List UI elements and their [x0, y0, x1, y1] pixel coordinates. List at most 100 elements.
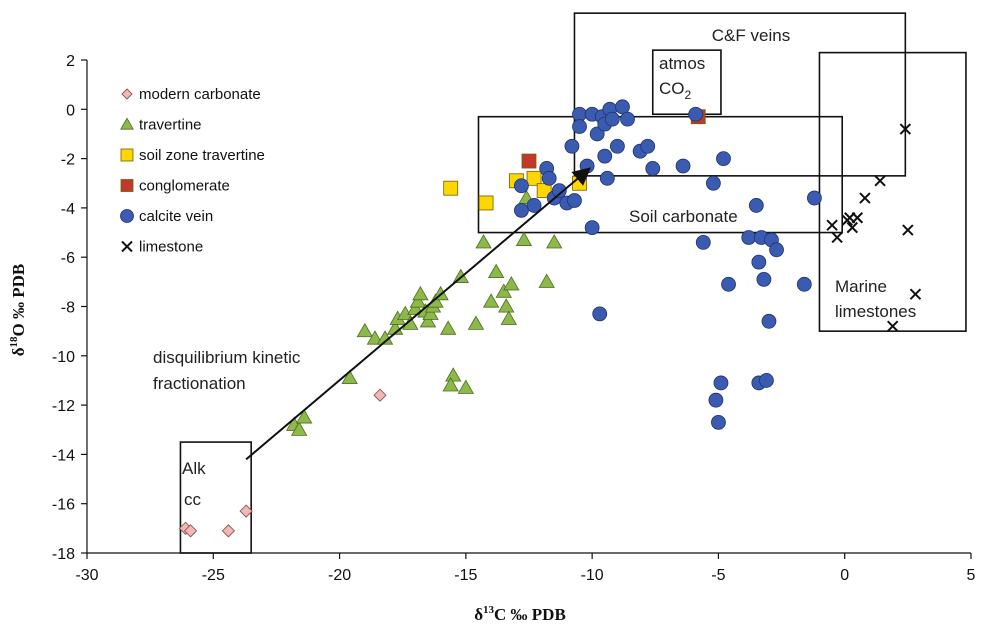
calcite-vein-point [572, 119, 587, 134]
calcite-vein-point [708, 392, 724, 408]
alk-cc-label-line-2: cc [184, 490, 202, 509]
travertine-point [407, 300, 424, 315]
legend-label: travertine [139, 117, 202, 134]
calcite-vein-point [599, 170, 615, 186]
calcite-vein-point [695, 235, 711, 250]
travertine-point [296, 409, 313, 424]
modern-carbonate-point [239, 504, 253, 518]
marine-limestones-box [818, 51, 967, 332]
travertine-point [419, 312, 437, 328]
data-points [178, 99, 922, 538]
modern-carbonate-point [221, 524, 236, 538]
legend-label: calcite vein [139, 208, 213, 225]
calcite-vein-point [514, 178, 529, 194]
y-tick-label: -14 [52, 447, 75, 464]
calcite-vein-point [589, 126, 605, 142]
calcite-vein-point [807, 190, 822, 206]
travertine-point [503, 276, 520, 291]
travertine-point [412, 285, 429, 301]
modern-carbonate-point [373, 388, 387, 402]
calcite-vein-point [597, 148, 613, 164]
atmos-co2-label-subscript: 2 [685, 88, 692, 102]
calcite-vein-point [688, 106, 704, 122]
calcite-vein-point [741, 230, 757, 245]
limestone-point [874, 175, 886, 187]
soil-zone-travertine-point [478, 195, 494, 211]
travertine-point [467, 315, 485, 330]
calcite-vein-point [564, 138, 580, 154]
atmos-co2-label: atmos CO2 [659, 54, 710, 102]
x-tick-label: -30 [75, 567, 98, 584]
alk-cc-label: Alk cc [182, 459, 210, 509]
x-axis-title-sup: 13 [483, 604, 495, 616]
kinetic-fractionation-arrow [245, 167, 591, 461]
marine-limestones-label-line-1: Marine [835, 277, 887, 296]
x-axis-title-prefix: δ [474, 605, 483, 624]
travertine-point [290, 421, 308, 436]
calcite-vein-point [796, 276, 812, 292]
calcite-vein-point [640, 138, 656, 154]
y-axis-title: δ18O ‰ PDB [8, 264, 28, 357]
soil-zone-travertine-point [572, 175, 587, 191]
y-tick-label: 0 [66, 102, 75, 119]
legend-marker [120, 179, 134, 192]
y-axis-title-sup: 18 [8, 336, 20, 348]
x-tick-label: 0 [840, 567, 849, 584]
travertine-point [515, 231, 533, 246]
conglomerate-point [521, 153, 537, 169]
calcite-vein-point [604, 111, 620, 127]
atmos-co2-label-line-2: CO [659, 79, 685, 98]
travertine-point [482, 293, 500, 308]
y-tick-label: -10 [52, 349, 75, 366]
x-tick-label: -15 [454, 567, 477, 584]
legend-marker [120, 209, 134, 223]
legend-marker [120, 117, 134, 130]
travertine-point [457, 379, 475, 394]
y-tick-label: -2 [61, 152, 75, 169]
calcite-vein-point [675, 158, 691, 174]
travertine-point [445, 367, 462, 382]
cf-veins-label: C&F veins [712, 26, 790, 45]
travertine-point [341, 369, 358, 385]
calcite-vein-point [705, 175, 721, 191]
y-tick-label: -18 [52, 546, 75, 563]
kinetic-fractionation-line-1: disquilibrium kinetic [153, 348, 301, 367]
travertine-point [487, 263, 505, 279]
x-tick-label: -10 [581, 567, 604, 584]
axis-ticks: -30 -25 -20 -15 -10 -5 0 5-18-16-14-12-10-8-6-4… [52, 53, 976, 584]
calcite-vein-point [769, 242, 784, 258]
legend-label: modern carbonate [139, 86, 261, 103]
legend-marker [121, 240, 133, 253]
calcite-vein-point [620, 111, 635, 127]
y-tick-label: -12 [52, 398, 75, 415]
x-tick-label: -25 [202, 567, 225, 584]
atmos-co2-box [651, 49, 722, 116]
limestone-point [909, 288, 922, 300]
travertine-point [422, 305, 439, 320]
calcite-vein-point [756, 271, 772, 287]
travertine-point [495, 283, 512, 298]
y-tick-label: 2 [66, 53, 75, 70]
x-tick-label: -20 [328, 567, 351, 584]
y-tick-label: -8 [61, 300, 75, 317]
legend-label: conglomerate [139, 178, 230, 195]
travertine-point [500, 310, 517, 325]
marine-limestones-label-line-2: limestones [835, 302, 916, 321]
x-tick-label: -5 [711, 567, 725, 584]
calcite-vein-point [713, 375, 729, 391]
alk-cc-label-line-1: Alk [182, 459, 206, 478]
marine-limestones-label: Marine limestones [835, 277, 916, 321]
limestone-point [846, 221, 858, 234]
travertine-point [498, 298, 515, 313]
y-tick-label: -16 [52, 497, 75, 514]
calcite-vein-point [721, 276, 736, 292]
travertine-point [366, 330, 384, 345]
travertine-point [439, 320, 457, 335]
region-boxes [179, 12, 967, 554]
calcite-vein-point [751, 254, 767, 270]
calcite-vein-point [514, 202, 529, 218]
calcite-vein-point [551, 183, 567, 199]
travertine-point [452, 268, 469, 283]
cf-veins-box [573, 12, 907, 177]
